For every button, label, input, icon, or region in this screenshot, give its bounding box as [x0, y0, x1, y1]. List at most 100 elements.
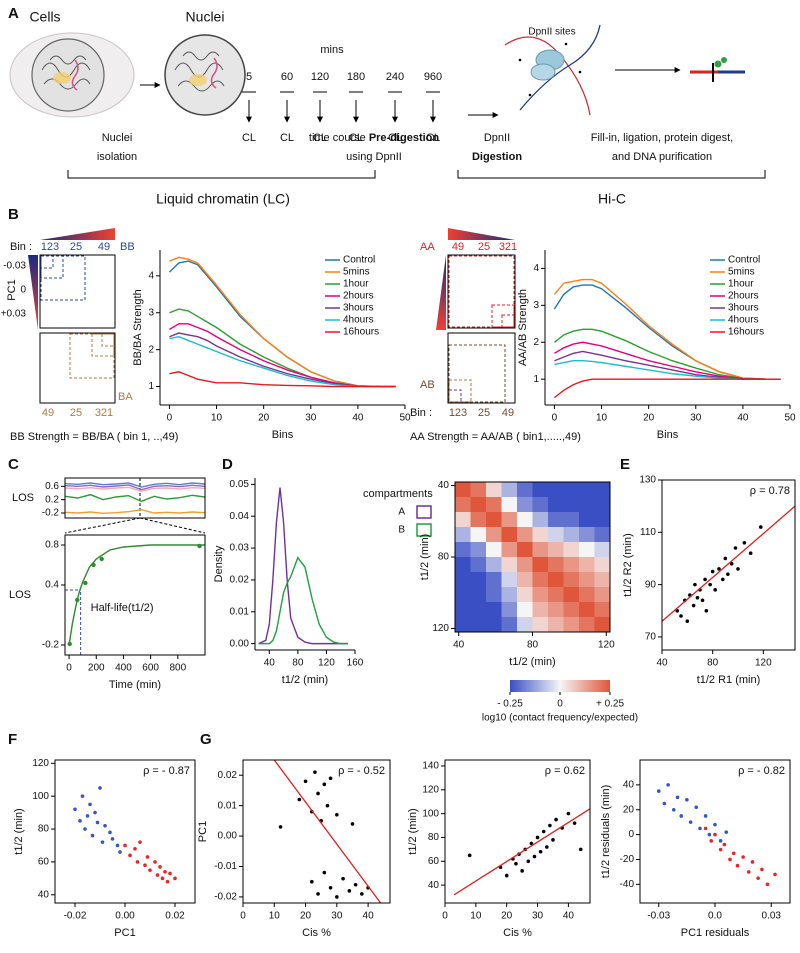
x-tick-label: 30	[690, 413, 702, 424]
heatmap-cell	[548, 527, 564, 543]
matrix-label: BB	[120, 241, 135, 253]
scatter-point	[718, 847, 723, 852]
heatmap-cell	[486, 617, 502, 633]
scatter-point	[520, 869, 524, 873]
colorbar-tick-label: 0	[557, 699, 563, 710]
heatmap-cell	[486, 482, 502, 498]
scatter-point	[675, 795, 680, 800]
scatter-point	[718, 839, 723, 843]
heatmap-cell	[455, 572, 471, 588]
heatmap-cell	[470, 587, 487, 603]
scatter-point	[153, 860, 157, 864]
dpnii-sites-label: DpnII sites	[528, 27, 575, 38]
scatter-point	[662, 801, 667, 806]
x-tick-label: 40	[453, 640, 465, 651]
heatmap-cell	[501, 617, 518, 633]
heatmap-cell	[517, 572, 533, 588]
x-tick-label: 40	[363, 911, 375, 922]
x-tick-label: 0.0	[708, 911, 722, 922]
nucleus-drawing	[164, 34, 246, 116]
step-label: Nuclei	[102, 132, 133, 144]
scatter-point	[735, 863, 740, 868]
y-axis-label: t1/2 (min)	[407, 808, 419, 854]
scatter-point	[756, 876, 760, 880]
x-tick-label: 120	[318, 658, 335, 669]
line-series	[258, 556, 348, 645]
heatmap-cell	[486, 512, 502, 528]
scatter-point	[713, 588, 717, 592]
heatmap-cell	[594, 542, 611, 558]
pc1-label: PC1	[6, 279, 18, 300]
pc1-tick: +0.03	[1, 309, 27, 320]
scatter-point	[316, 892, 320, 896]
scatter-point	[467, 853, 472, 858]
x-tick-label: 120	[755, 658, 772, 669]
line-series	[169, 332, 396, 388]
scatter-point	[742, 540, 747, 545]
x-tick-label: -0.02	[64, 911, 87, 922]
y-axis-label: t1/2 (min)	[13, 808, 25, 854]
heatmap-cell	[517, 542, 533, 558]
heatmap-cell	[455, 542, 471, 558]
x-tick-label: 0.00	[115, 911, 135, 922]
bin-tick: 321	[499, 241, 517, 253]
y-tick-label: 90	[645, 579, 657, 590]
legend-label: A	[398, 507, 405, 518]
heatmap-cell	[455, 527, 471, 543]
x-tick-label: 80	[292, 658, 304, 669]
heatmap-cell	[548, 542, 564, 558]
cells-label: Cells	[29, 9, 60, 25]
bin-tick: 49	[502, 407, 514, 419]
scatter-point	[341, 876, 345, 881]
fit-line	[453, 808, 591, 896]
heatmap-cell	[455, 557, 471, 573]
heatmap-cell	[579, 527, 595, 543]
scatter-point	[88, 802, 92, 807]
data-point	[75, 597, 80, 603]
timeline: 5 CL 60 CL 120 CL 180 CL 240 CL 960 CL	[242, 71, 442, 144]
heatmap-cell	[455, 617, 471, 633]
heatmap-cell	[579, 572, 595, 588]
line-series	[554, 360, 781, 380]
bin-tick: 123	[41, 241, 59, 253]
colorbar-tick-label: + 0.25	[596, 699, 625, 710]
y-tick-label: 1	[148, 381, 154, 392]
step-label: Fill-in, ligation, protein digest,	[591, 132, 733, 144]
x-tick-label: 10	[269, 911, 281, 922]
y-tick-label: 80	[428, 832, 440, 843]
heatmap-cell	[470, 542, 487, 558]
legend-label: 2hours	[728, 291, 759, 302]
heatmap-cell	[594, 482, 611, 498]
x-tick-label: 0	[66, 663, 72, 674]
bin-tick: 25	[70, 241, 82, 253]
x-tick-label: 400	[115, 663, 132, 674]
scatter-point	[688, 820, 693, 824]
scatter-point	[347, 889, 352, 893]
x-tick-label: 50	[784, 413, 796, 424]
plot-frame	[242, 759, 391, 904]
x-tick-label: 80	[707, 658, 719, 669]
heatmap-cell	[486, 557, 502, 573]
y-tick-label: -0.02	[214, 892, 237, 903]
scatter-point	[765, 882, 770, 887]
scatter-point	[709, 839, 714, 843]
heatmap-cell	[532, 557, 549, 573]
heatmap-cell	[470, 557, 487, 573]
scatter-point	[731, 851, 736, 856]
line-series	[64, 493, 206, 503]
x-tick-label: 800	[169, 663, 186, 674]
legend-label: 4hours	[728, 315, 759, 326]
line-series	[169, 335, 396, 388]
scatter-point	[335, 812, 339, 817]
x-tick-label: 50	[399, 413, 411, 424]
x-tick-label: 0	[552, 413, 558, 424]
bracket	[457, 170, 766, 179]
heatmap-cell	[517, 617, 533, 633]
scatter-point	[160, 876, 165, 881]
data-point	[67, 641, 72, 647]
scatter-point	[566, 811, 571, 816]
heatmap-cell	[594, 572, 611, 588]
x-axis-label: t1/2 (min)	[282, 674, 328, 686]
x-tick-label: 30	[305, 413, 317, 424]
scatter-point	[551, 838, 555, 842]
